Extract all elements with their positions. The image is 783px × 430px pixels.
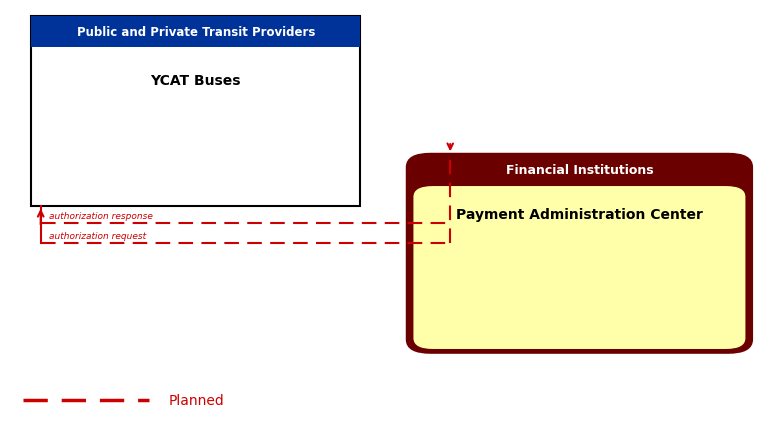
FancyBboxPatch shape [413,187,745,349]
Text: Financial Institutions: Financial Institutions [506,164,653,177]
Text: YCAT Buses: YCAT Buses [150,74,241,88]
Text: authorization request: authorization request [49,232,146,241]
Text: authorization response: authorization response [49,211,153,220]
FancyBboxPatch shape [407,155,752,353]
Text: Payment Administration Center: Payment Administration Center [456,207,703,221]
Text: Public and Private Transit Providers: Public and Private Transit Providers [77,26,315,39]
FancyBboxPatch shape [31,17,360,48]
Text: Planned: Planned [168,393,224,407]
FancyBboxPatch shape [31,17,360,206]
